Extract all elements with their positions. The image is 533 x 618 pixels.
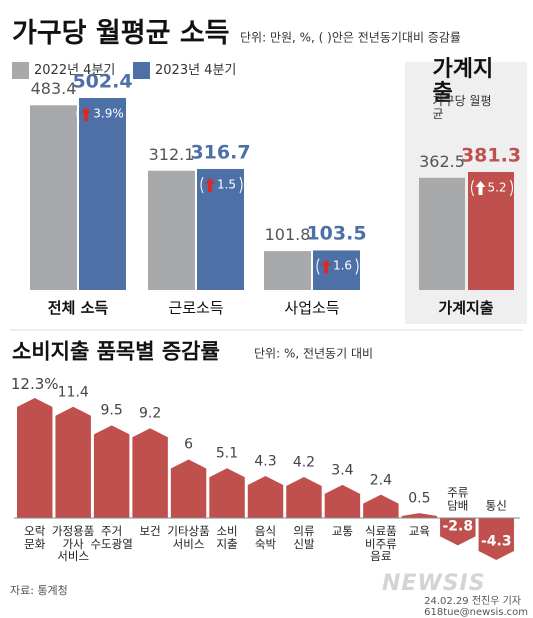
bar: [132, 428, 168, 518]
credit-note: 24.02.29 전진우 기자 618tue@newsis.com: [424, 596, 529, 618]
bar: [17, 398, 53, 518]
paren: [510, 179, 513, 197]
paren: [127, 105, 131, 123]
category-label: 가계지출: [438, 298, 494, 317]
category-label: 음식 숙박: [254, 524, 277, 551]
category-label: 가정용품 가사 서비스: [52, 524, 95, 564]
paren: [239, 176, 243, 194]
paren: [316, 258, 320, 275]
bar: [93, 425, 130, 518]
value-label: 316.7: [190, 141, 251, 164]
category-label: 의류 신발: [293, 524, 315, 551]
paren: [355, 258, 359, 275]
bar: [148, 170, 195, 290]
category-label: 오락 문화: [24, 524, 46, 551]
category-label: 교육: [408, 524, 430, 538]
value-label: 9.2: [138, 405, 162, 422]
legend-swatch: [133, 62, 150, 79]
value-label: 381.3: [460, 144, 522, 167]
watermark: NEWSIS: [382, 570, 486, 596]
category-label: 기타상품 서비스: [167, 524, 210, 551]
value-label: -4.3: [480, 533, 512, 550]
value-label: 4.2: [292, 454, 316, 471]
change-label: 3.9%: [93, 106, 124, 121]
bar: [264, 251, 311, 290]
change-arrow: [475, 181, 486, 195]
value-label: 4.3: [254, 453, 277, 470]
bar: [30, 105, 77, 291]
panel-title: 가계지출: [432, 56, 494, 106]
panel-subtitle: 가구당 월평균: [432, 93, 492, 121]
category-label: 주거 수도광열: [90, 524, 133, 551]
value-label: 2.4: [369, 471, 393, 488]
category-label: 근로소득: [168, 298, 224, 317]
category-label: 주류 담배: [447, 485, 469, 513]
paren: [76, 105, 80, 123]
change-arrow: [321, 259, 331, 274]
category-label: 교통: [331, 524, 354, 538]
category-label: 보건: [139, 524, 161, 538]
bar: [286, 477, 322, 518]
category-label: 사업소득: [284, 298, 340, 317]
value-label: 12.3%: [10, 374, 59, 393]
category-label: 소비 지출: [216, 524, 238, 551]
value-label: 0.5: [408, 490, 431, 507]
bar: [197, 168, 244, 290]
value-label: 103.5: [306, 222, 367, 245]
value-label: 6: [184, 436, 194, 453]
bar: [468, 172, 514, 290]
value-label: 362.5: [419, 152, 465, 172]
bar: [324, 484, 361, 518]
value-label: 9.5: [100, 402, 123, 419]
value-label: 3.4: [331, 462, 354, 479]
unit-note: 단위: 만원, %, ( )안은 전년동기대비 증감률: [240, 30, 461, 45]
bar: [79, 98, 126, 290]
category-label: 전체 소득: [47, 298, 109, 317]
bar: [419, 177, 465, 290]
value-label: 5.1: [215, 445, 239, 462]
value-label: 483.4: [30, 79, 77, 99]
chart-title: 소비지출 품목별 증감률: [12, 339, 220, 364]
legend-swatch: [12, 62, 29, 79]
bar: [55, 406, 91, 518]
bar: [401, 513, 438, 518]
paren: [471, 179, 474, 197]
category-label: 식료품 비주류 음료: [365, 524, 397, 564]
value-label: -2.8: [442, 518, 474, 535]
bar: [209, 468, 245, 518]
change-arrow: [81, 107, 91, 121]
change-label: 1.5: [216, 177, 237, 192]
value-label: 312.1: [148, 144, 195, 164]
legend-label: 2022년 4분기: [34, 62, 116, 78]
category-label: 통신: [485, 498, 507, 513]
change-label: 1.6: [332, 258, 353, 273]
value-label: 101.8: [264, 225, 311, 245]
value-label: 11.4: [57, 384, 89, 401]
change-arrow: [205, 177, 215, 192]
legend-label: 2023년 4분기: [155, 62, 237, 78]
bar: [170, 459, 207, 518]
bar: [478, 518, 514, 560]
bar: [247, 476, 284, 518]
bar: [313, 250, 360, 290]
paren: [200, 176, 204, 194]
unit-note: 단위: %, 전년동기 대비: [254, 346, 374, 361]
bar: [440, 518, 476, 546]
bar: [363, 494, 399, 518]
value-label: 502.4: [72, 70, 133, 93]
change-label: 5.2: [487, 180, 507, 195]
source-note: 자료: 통계청: [10, 583, 68, 597]
chart-title: 가구당 월평균 소득: [12, 18, 230, 50]
